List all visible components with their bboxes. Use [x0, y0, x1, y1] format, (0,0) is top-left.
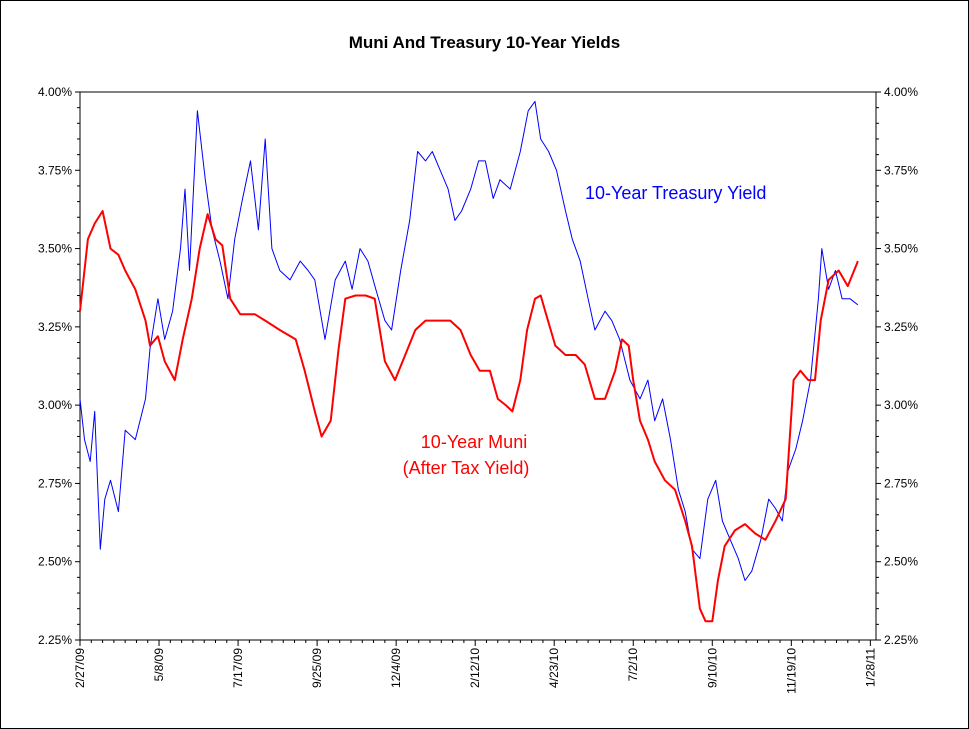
x-tick-label: 7/2/10 — [626, 648, 640, 682]
y-tick-label-left: 3.75% — [38, 163, 72, 177]
y-tick-label-left: 4.00% — [38, 85, 72, 99]
x-tick-label: 2/12/10 — [468, 648, 482, 688]
x-tick-label: 9/10/10 — [705, 648, 719, 688]
x-tick-label: 1/28/11 — [863, 648, 877, 687]
y-tick-label-right: 3.00% — [884, 398, 918, 412]
y-tick-label-left: 2.75% — [38, 476, 72, 490]
y-tick-label-left: 3.50% — [38, 242, 72, 256]
treasury-yield-line — [79, 100, 859, 581]
x-tick-label: 5/8/09 — [152, 648, 166, 682]
y-tick-label-right: 3.25% — [884, 320, 918, 334]
y-tick-label-right: 3.50% — [884, 242, 918, 256]
x-tick-label: 4/23/10 — [547, 648, 561, 688]
y-tick-label-right: 2.50% — [884, 555, 918, 569]
muni-yield-line — [79, 210, 859, 623]
y-tick-label-left: 3.25% — [38, 320, 72, 334]
y-tick-label-right: 2.75% — [884, 476, 918, 490]
x-tick-label: 2/27/09 — [73, 648, 87, 688]
y-tick-label-right: 4.00% — [884, 85, 918, 99]
muni-annotation-line1: 10-Year Muni — [421, 432, 527, 452]
x-tick-label: 7/17/09 — [231, 648, 245, 688]
muni-annotation-line2: (After Tax Yield) — [403, 458, 530, 478]
treasury-annotation: 10-Year Treasury Yield — [585, 183, 766, 203]
x-tick-label: 12/4/09 — [389, 648, 403, 688]
y-tick-label-left: 2.50% — [38, 555, 72, 569]
y-tick-label-left: 2.25% — [38, 633, 72, 647]
x-tick-label: 11/19/10 — [784, 648, 798, 694]
y-tick-label-left: 3.00% — [38, 398, 72, 412]
chart-title: Muni And Treasury 10-Year Yields — [348, 33, 621, 52]
y-tick-label-right: 2.25% — [884, 633, 918, 647]
y-tick-label-right: 3.75% — [884, 163, 918, 177]
x-tick-label: 9/25/09 — [310, 648, 324, 688]
